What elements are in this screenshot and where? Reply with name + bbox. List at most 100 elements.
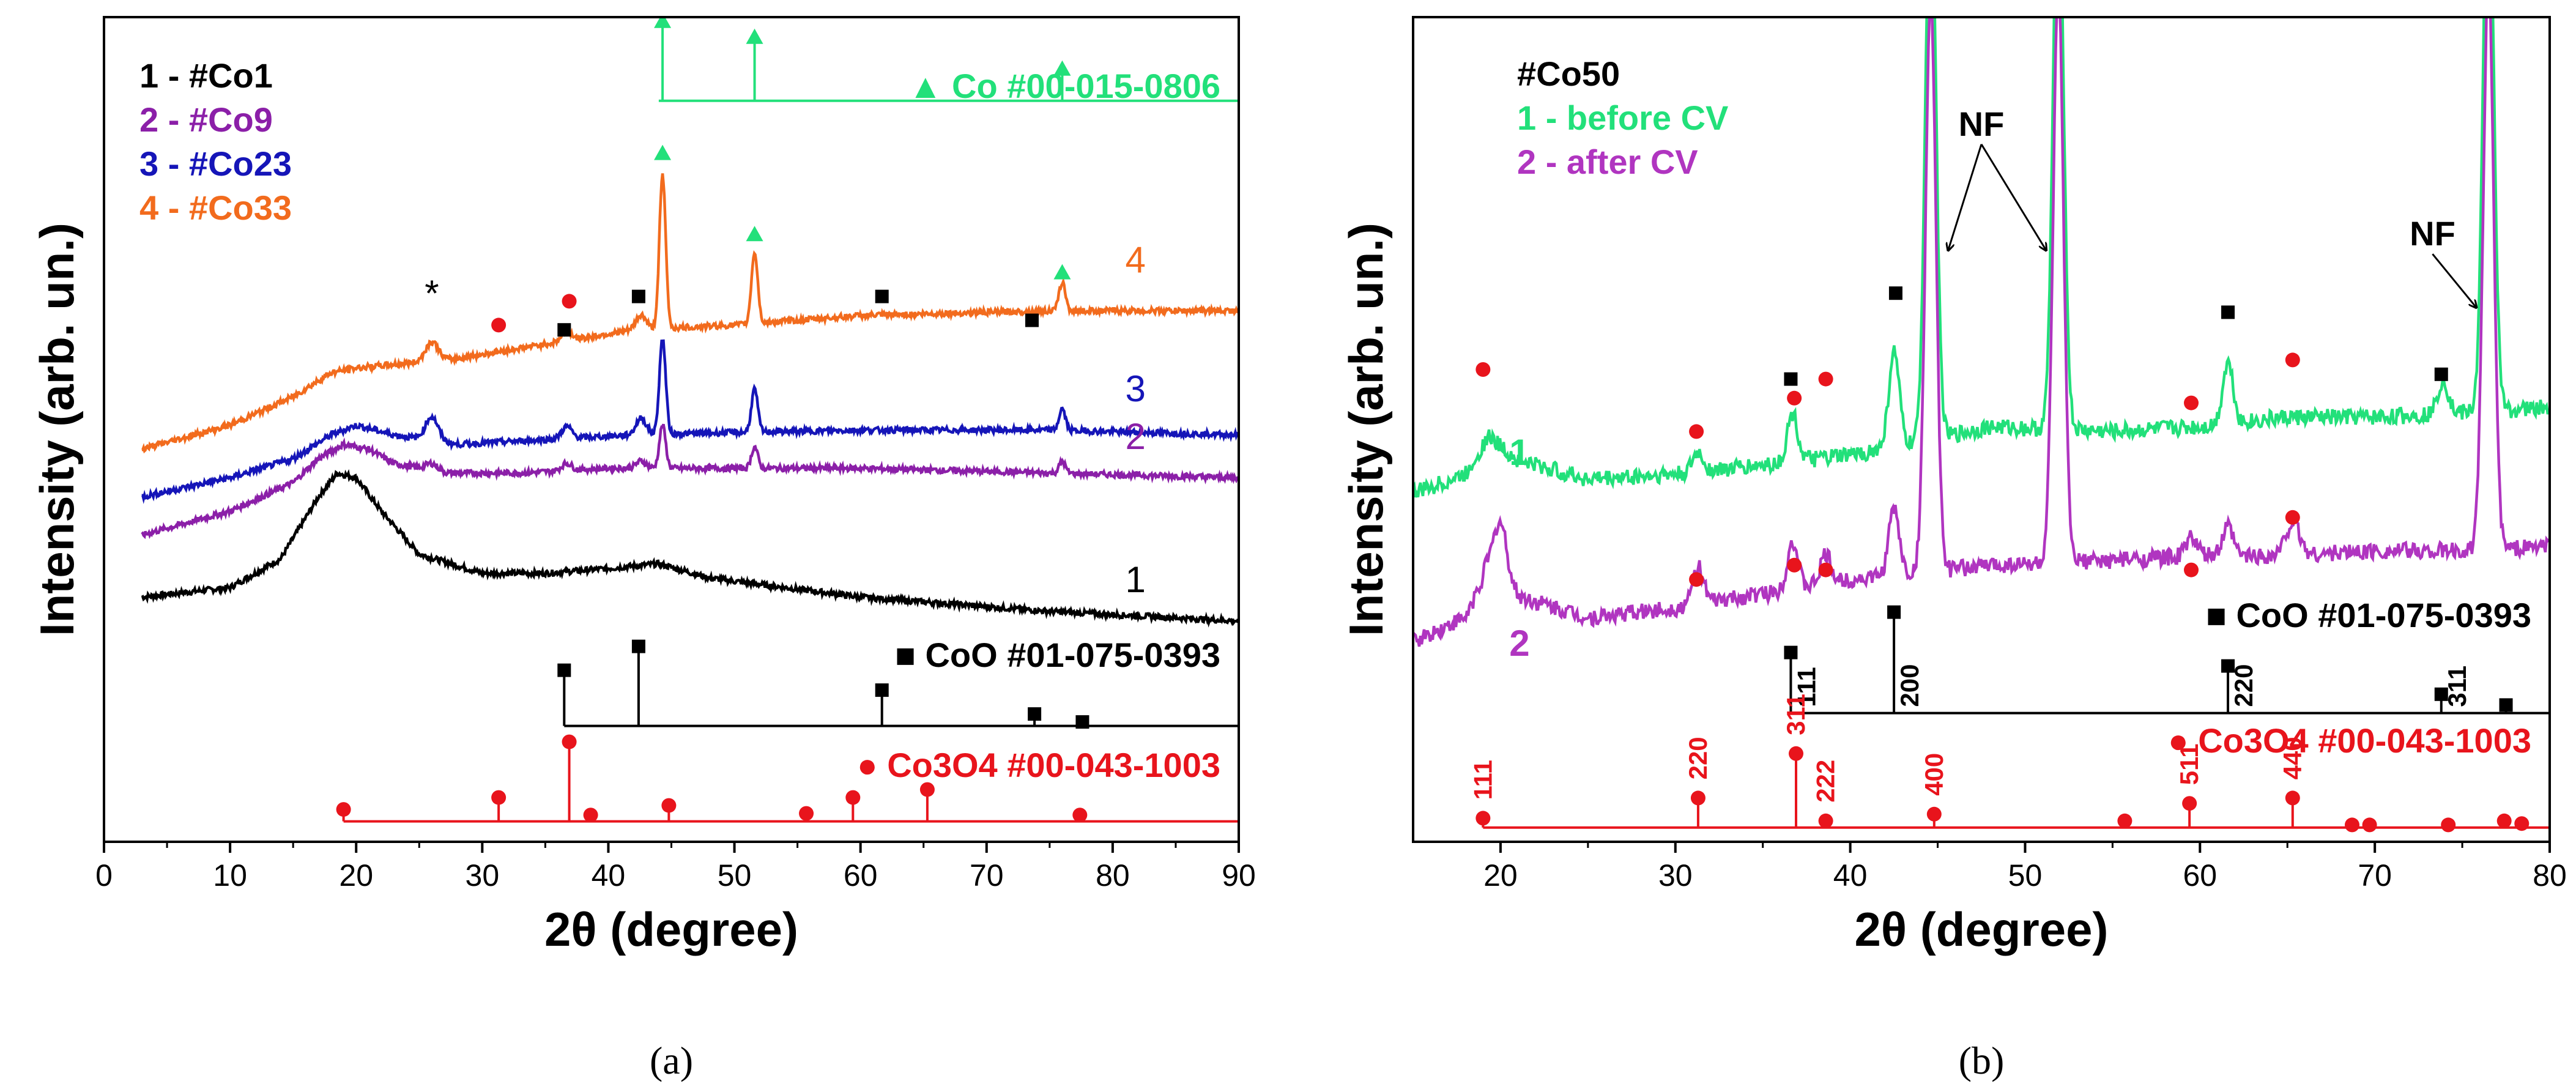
- series-1-line: [1413, 17, 2550, 498]
- coo-reference-label: ■ CoO #01-075-0393: [2206, 596, 2531, 634]
- curve-label-2: 2: [1509, 623, 1529, 664]
- co3o4-hkl-label: 220: [1683, 737, 1712, 779]
- co3o4-reference-marker: [2344, 817, 2359, 833]
- coo-reference-marker: [875, 683, 889, 697]
- co3o4-peak-marker: [1475, 362, 1491, 377]
- series-4-line: [141, 173, 1239, 454]
- coo-reference-marker: [1075, 715, 1089, 729]
- nf-label: NF: [1959, 105, 2005, 143]
- x-tick-label: 10: [213, 858, 247, 893]
- panel-caption: (b): [1959, 1039, 2005, 1082]
- co3o4-reference-marker: [1072, 808, 1088, 823]
- legend-title: #Co50: [1517, 54, 1620, 93]
- coo-peak-marker: [1025, 313, 1039, 327]
- plot-area: [1413, 17, 2550, 833]
- coo-reference-marker: [1028, 707, 1042, 721]
- co-reference-marker: [1053, 60, 1071, 76]
- co-peak-marker: [746, 226, 763, 242]
- nf-arrow: [2432, 253, 2476, 307]
- co3o4-reference-marker: [661, 798, 677, 813]
- co3o4-peak-marker: [1689, 572, 1704, 587]
- unknown-peak-star: *: [425, 273, 439, 314]
- co3o4-reference-marker: [1818, 813, 1833, 828]
- co3o4-peak-marker: [562, 294, 577, 309]
- x-tick-label: 20: [339, 858, 373, 893]
- x-tick-label: 50: [718, 858, 752, 893]
- y-axis-title: Intensity (arb. un.): [1339, 223, 1393, 636]
- x-tick-label: 80: [2533, 858, 2567, 893]
- co-reference-marker: [654, 17, 672, 28]
- coo-hkl-label: 220: [2229, 664, 2258, 707]
- legend-entry: 2 - #Co9: [139, 100, 273, 139]
- co3o4-peak-marker: [1787, 390, 1802, 406]
- panel-b: 111 200 220 311■ CoO #01-075-03931112203112…: [1339, 16, 2567, 1082]
- co3o4-reference-marker: [2117, 813, 2132, 828]
- co3o4-reference-marker: [336, 802, 351, 817]
- coo-reference-marker: [557, 663, 571, 677]
- co3o4-reference-marker: [2362, 817, 2377, 833]
- co3o4-peak-marker: [1787, 557, 1802, 573]
- series-3-line: [141, 339, 1239, 504]
- y-axis-title: Intensity (arb. un.): [30, 223, 84, 636]
- legend-entry: 2 - after CV: [1517, 143, 1698, 181]
- x-tick-label: 80: [1096, 858, 1130, 893]
- co3o4-reference-marker: [799, 806, 814, 821]
- co3o4-hkl-label: 400: [1920, 753, 1948, 796]
- co3o4-peak-marker: [2285, 510, 2300, 525]
- legend-entry: 3 - #Co23: [139, 144, 292, 183]
- coo-peak-marker: [2221, 305, 2235, 319]
- x-tick-label: 30: [466, 858, 500, 893]
- coo-reference-marker: [2499, 698, 2513, 712]
- legend-entry: 1 - #Co1: [139, 56, 273, 95]
- co3o4-peak-marker: [2184, 395, 2199, 410]
- co3o4-peak-marker: [2285, 352, 2300, 368]
- x-tick-label: 70: [2358, 858, 2392, 893]
- plot-frame: [1412, 16, 2551, 843]
- co3o4-reference-marker: [919, 782, 935, 797]
- curve-label-1: 1: [1126, 559, 1146, 600]
- x-axis-title: 2θ (degree): [544, 902, 798, 956]
- x-tick-label: 30: [1658, 858, 1693, 893]
- x-tick-label: 70: [970, 858, 1004, 893]
- series-2-line: [141, 423, 1239, 540]
- coo-hkl-label: 200: [1895, 664, 1924, 707]
- coo-peak-marker: [1888, 286, 1902, 300]
- co3o4-reference-marker: [2182, 796, 2197, 811]
- co3o4-reference-marker: [2514, 816, 2530, 831]
- co3o4-reference-marker: [1926, 806, 1942, 822]
- co3o4-peak-marker: [1689, 424, 1704, 439]
- co3o4-reference-marker: [562, 734, 577, 749]
- co3o4-reference-marker: [2496, 813, 2512, 828]
- x-tick-label: 60: [2183, 858, 2217, 893]
- panel-a: ▲ Co #00-015-0806 ■ CoO #01-075-0393 ● Co3…: [30, 16, 1256, 1082]
- coo-reference-marker: [2221, 659, 2235, 673]
- co-reference-label: ▲ Co #00-015-0806: [908, 67, 1220, 105]
- co3o4-hkl-label: 511: [2175, 743, 2203, 785]
- x-tick-label: 40: [592, 858, 626, 893]
- co3o4-reference-marker: [845, 790, 861, 805]
- co-peak-marker: [654, 144, 672, 160]
- co3o4-reference-label: ● Co3O4 #00-043-1003: [2168, 721, 2531, 760]
- coo-peak-marker: [631, 289, 645, 303]
- curve-label-1: 1: [1509, 432, 1529, 473]
- co3o4-hkl-label: 440: [2278, 737, 2307, 779]
- curve-label-2: 2: [1126, 416, 1146, 457]
- series-1-line: [141, 469, 1239, 628]
- nf-label: NF: [2410, 214, 2455, 253]
- co3o4-reference-marker: [583, 808, 598, 823]
- legend-entry: 1 - before CV: [1517, 98, 1728, 137]
- coo-reference-marker: [631, 639, 645, 653]
- co3o4-reference-marker: [1690, 790, 1706, 806]
- coo-hkl-label: 111: [1792, 667, 1821, 707]
- series-2-line: [1413, 17, 2550, 647]
- co-peak-marker: [1053, 264, 1071, 280]
- co3o4-reference-marker: [1475, 811, 1491, 826]
- co3o4-peak-marker: [2184, 562, 2199, 578]
- co3o4-peak-marker: [1818, 371, 1833, 387]
- coo-reference-marker: [1784, 645, 1798, 659]
- co3o4-hkl-label: 222: [1811, 760, 1840, 803]
- co3o4-peak-marker: [491, 318, 507, 333]
- co3o4-reference-label: ● Co3O4 #00-043-1003: [857, 746, 1220, 784]
- x-tick-label: 50: [2008, 858, 2043, 893]
